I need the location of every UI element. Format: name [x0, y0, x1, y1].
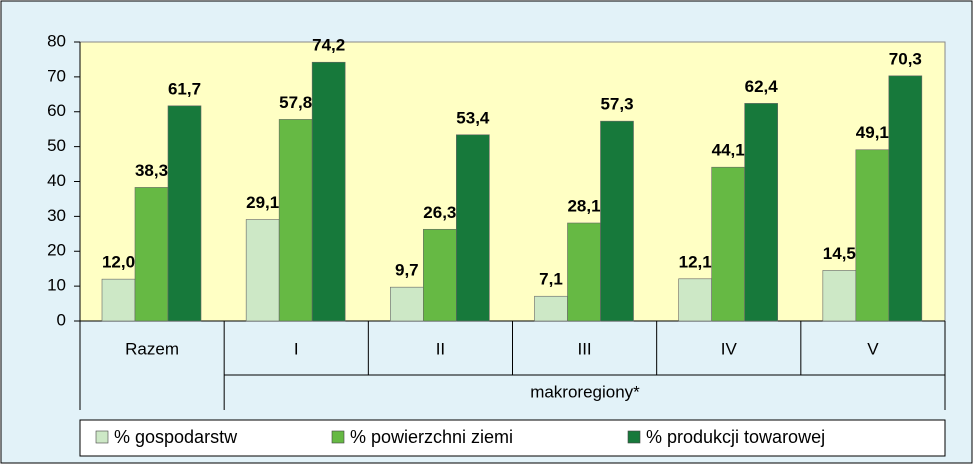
data-label: 29,1 [246, 193, 279, 212]
bar [534, 295, 568, 322]
data-label: 49,1 [856, 123, 889, 142]
y-tick-label: 70 [47, 66, 66, 85]
bar [311, 61, 346, 322]
data-label: 74,2 [312, 36, 345, 55]
data-label: 70,3 [889, 49, 922, 68]
legend-swatch [627, 430, 641, 444]
data-label: 57,3 [600, 95, 633, 114]
x-tick-label: I [294, 339, 299, 358]
y-tick-label: 20 [47, 241, 66, 260]
bar [278, 119, 313, 322]
bar [134, 187, 169, 322]
bar [822, 270, 857, 322]
bar [888, 75, 923, 322]
bar [390, 286, 424, 322]
y-tick-label: 40 [47, 171, 66, 190]
x-tick-label: V [867, 339, 879, 358]
legend-label: % produkcji towarowej [646, 427, 825, 447]
legend-swatch [95, 430, 109, 444]
data-label: 7,1 [539, 270, 563, 289]
y-tick-label: 0 [57, 310, 66, 329]
x-tick-label: II [436, 339, 445, 358]
data-label: 14,5 [823, 244, 856, 263]
group-label: makroregiony* [530, 382, 640, 401]
data-label: 62,4 [745, 77, 779, 96]
bar [855, 149, 890, 322]
data-label: 53,4 [456, 108, 490, 127]
bar [600, 120, 634, 322]
bar [245, 219, 280, 322]
legend-label: % powierzchni ziemi [350, 427, 513, 447]
data-label: 28,1 [567, 196, 600, 215]
legend-box [79, 419, 946, 457]
data-label: 44,1 [712, 141, 745, 160]
data-label: 12,0 [102, 253, 135, 272]
data-label: 12,1 [679, 252, 712, 271]
data-label: 57,8 [279, 93, 312, 112]
x-tick-label: IV [721, 339, 738, 358]
bar [167, 105, 202, 322]
legend-swatch [331, 430, 345, 444]
data-label: 9,7 [395, 261, 419, 280]
bar [456, 134, 490, 322]
data-label: 38,3 [135, 161, 168, 180]
bar [711, 166, 745, 322]
y-tick-label: 80 [47, 31, 66, 50]
y-tick-label: 10 [47, 276, 66, 295]
bar [678, 278, 712, 322]
data-label: 61,7 [168, 79, 201, 98]
y-tick-label: 30 [47, 206, 66, 225]
data-label: 26,3 [423, 203, 456, 222]
x-tick-label: III [577, 339, 591, 358]
x-tick-label: Razem [125, 339, 179, 358]
bar [567, 222, 601, 322]
bar [744, 103, 778, 322]
legend-label: % gospodarstw [114, 427, 238, 447]
y-tick-label: 50 [47, 136, 66, 155]
plot-area [79, 41, 946, 322]
bar [101, 278, 136, 322]
y-tick-label: 60 [47, 101, 66, 120]
bar [423, 228, 457, 322]
